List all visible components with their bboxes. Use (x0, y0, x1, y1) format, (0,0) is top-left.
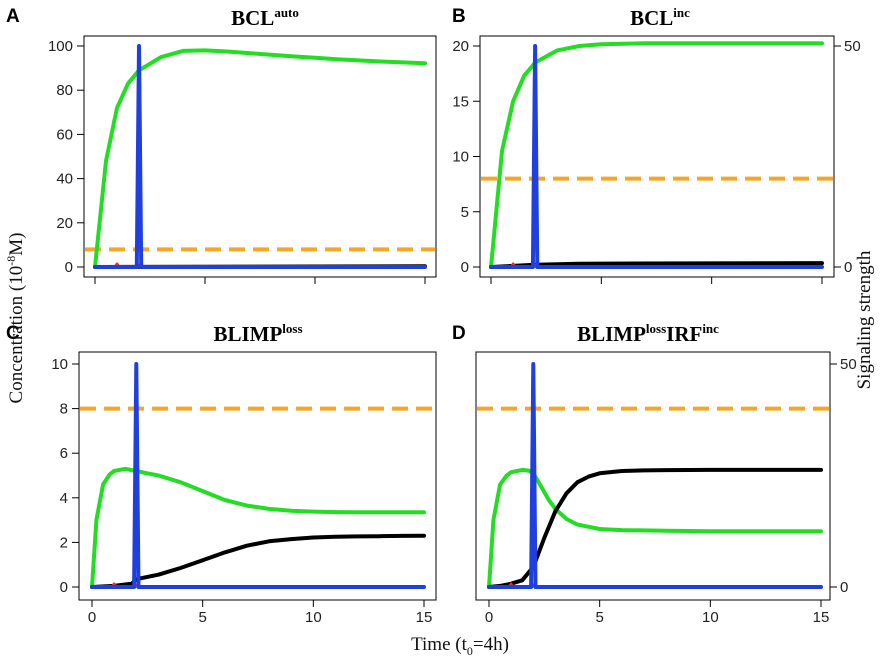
y2-axis-label: Signaling strength (854, 250, 875, 389)
y-tick-label-a-0: 0 (65, 259, 73, 276)
series-blue-c (90, 362, 426, 589)
y2-tick-label-d-50: 50 (840, 356, 857, 373)
plot-frame-a (83, 35, 437, 278)
plot-area-d: 0 5 10 15 0 50 (477, 356, 857, 626)
panel-label-b: B (452, 6, 466, 27)
x-tick-label-d-5: 5 (595, 609, 603, 626)
y-tick-label-c-8: 8 (60, 401, 68, 418)
series-green-b (489, 41, 824, 269)
y-tick-label-c-2: 2 (60, 534, 68, 551)
y-tick-label-a-100: 100 (48, 38, 73, 55)
panel-label-a: A (6, 6, 20, 27)
series-green-d (487, 467, 823, 589)
y-tick-label-a-60: 60 (56, 126, 73, 143)
y2-tick-label-d-0: 0 (840, 579, 848, 596)
panel-title-a: BCLauto (231, 5, 299, 30)
panel-d: D BLIMPlossIRFinc 0 5 10 15 0 50 (452, 321, 857, 626)
plot-area-a: 0 20 40 60 80 100 (48, 38, 435, 284)
y-tick-label-b-10: 10 (452, 149, 469, 166)
panel-title-b: BCLinc (630, 5, 690, 30)
panel-title-c: BLIMPloss (213, 321, 302, 346)
x-tick-label-c-10: 10 (305, 609, 322, 626)
y-tick-label-c-10: 10 (51, 356, 68, 373)
x-tick-label-c-5: 5 (198, 609, 206, 626)
y-tick-label-b-20: 20 (452, 38, 469, 55)
panel-label-d: D (452, 323, 466, 344)
x-tick-label-d-0: 0 (485, 609, 493, 626)
plot-frame-c (78, 351, 437, 601)
plot-frame-d (475, 351, 831, 601)
y-tick-label-c-4: 4 (60, 490, 68, 507)
y-axis-label: Concentration (10-8M) (4, 233, 27, 404)
y-tick-label-c-0: 0 (60, 579, 68, 596)
panel-c: C BLIMPloss 0 5 10 15 0 2 4 6 8 10 (6, 321, 437, 626)
y-tick-label-b-5: 5 (461, 204, 469, 221)
series-green-c (90, 466, 426, 589)
y-tick-label-c-6: 6 (60, 445, 68, 462)
x-tick-label-d-10: 10 (702, 609, 719, 626)
y-tick-label-a-80: 80 (56, 82, 73, 99)
y-tick-label-a-20: 20 (56, 215, 73, 232)
series-blue-d (487, 362, 823, 589)
series-green-a (93, 48, 427, 269)
panel-title-d: BLIMPlossIRFinc (577, 321, 719, 346)
series-black-d (487, 467, 823, 589)
y-tick-label-a-40: 40 (56, 171, 73, 188)
series-blue-a (93, 44, 427, 269)
x-tick-label-c-0: 0 (88, 609, 96, 626)
x-tick-label-c-15: 15 (416, 609, 433, 626)
y-tick-label-b-15: 15 (452, 93, 469, 110)
y2-tick-label-b-0: 0 (844, 259, 852, 276)
plot-area-b: 0 5 10 15 20 0 50 (452, 38, 861, 284)
panel-a: A BCLauto 0 20 40 60 80 100 (6, 5, 437, 284)
y2-tick-label-b-50: 50 (844, 38, 861, 55)
plot-area-c: 0 5 10 15 0 2 4 6 8 10 (51, 356, 435, 626)
series-black-c (90, 533, 426, 589)
y-tick-label-b-0: 0 (461, 259, 469, 276)
x-axis-label: Time (t0=4h) (411, 634, 509, 658)
panel-label-c: C (6, 323, 20, 344)
series-blue-b (489, 44, 824, 269)
panel-b: B BCLinc 0 5 10 15 20 0 50 (452, 5, 861, 284)
x-tick-label-d-15: 15 (813, 609, 830, 626)
